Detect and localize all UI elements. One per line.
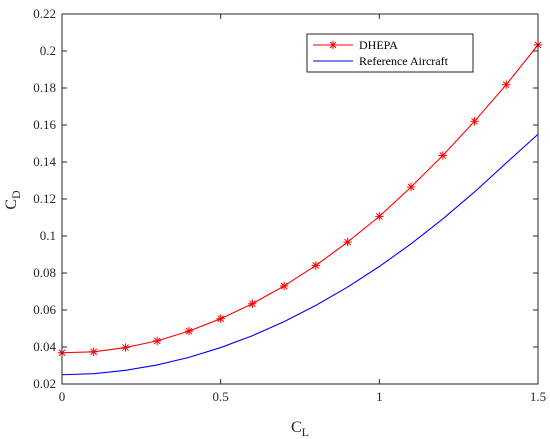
data-point-marker bbox=[153, 336, 162, 346]
x-tick-label: 0 bbox=[59, 389, 66, 404]
legend: DHEPA Reference Aircraft bbox=[306, 33, 474, 73]
data-point-marker bbox=[89, 347, 98, 357]
legend-item: Reference Aircraft bbox=[313, 54, 449, 68]
y-tick-label: 0.2 bbox=[40, 43, 56, 58]
series-line-1 bbox=[61, 44, 539, 354]
data-point-marker bbox=[121, 343, 130, 352]
legend-swatch-marker bbox=[328, 40, 338, 50]
x-tick-label: 1 bbox=[376, 389, 383, 404]
y-tick-label: 0.06 bbox=[33, 302, 56, 317]
x-axis-label: CL bbox=[291, 419, 309, 439]
y-tick-label: 0.22 bbox=[33, 6, 56, 21]
data-point-marker bbox=[406, 182, 416, 192]
x-axis-label-main: C bbox=[291, 419, 302, 436]
y-tick-label: 0.14 bbox=[33, 154, 56, 169]
y-tick-label: 0.02 bbox=[33, 376, 56, 391]
data-point-marker bbox=[184, 326, 194, 336]
y-tick-label: 0.12 bbox=[33, 191, 56, 206]
y-tick-label: 0.18 bbox=[33, 80, 56, 95]
legend-box bbox=[306, 33, 474, 73]
x-tick-label: 1.5 bbox=[530, 389, 546, 404]
data-point-marker bbox=[248, 299, 257, 308]
legend-label: Reference Aircraft bbox=[359, 54, 449, 68]
legend-item: DHEPA bbox=[313, 38, 398, 52]
data-point-marker bbox=[470, 117, 479, 126]
y-axis-label-sub: D bbox=[9, 190, 23, 199]
x-tick-label: 0.5 bbox=[213, 389, 229, 404]
data-point-marker bbox=[502, 80, 511, 89]
y-axis-ticks: 0.02 0.04 0.06 0.08 0.1 0.12 0.14 0.16 0.18 0.2 0.… bbox=[33, 6, 538, 391]
x-axis-ticks: 0 0.5 1 1.5 bbox=[59, 14, 546, 404]
y-tick-label: 0.08 bbox=[33, 265, 56, 280]
data-point-marker bbox=[279, 281, 289, 291]
plot-lines bbox=[61, 44, 539, 376]
plot-markers bbox=[57, 40, 543, 357]
data-point-marker bbox=[311, 261, 321, 270]
y-axis-label: CD bbox=[3, 190, 23, 210]
data-point-marker bbox=[375, 212, 384, 221]
legend-label: DHEPA bbox=[359, 38, 398, 52]
data-point-marker bbox=[216, 314, 225, 323]
x-axis-label-sub: L bbox=[302, 425, 309, 439]
y-tick-label: 0.1 bbox=[40, 228, 56, 243]
y-axis-label-main: C bbox=[3, 199, 20, 210]
data-point-marker bbox=[343, 237, 352, 247]
series-line-2 bbox=[61, 133, 539, 376]
y-tick-label: 0.04 bbox=[33, 339, 56, 354]
data-point-marker bbox=[438, 151, 447, 160]
y-tick-label: 0.16 bbox=[33, 117, 56, 132]
